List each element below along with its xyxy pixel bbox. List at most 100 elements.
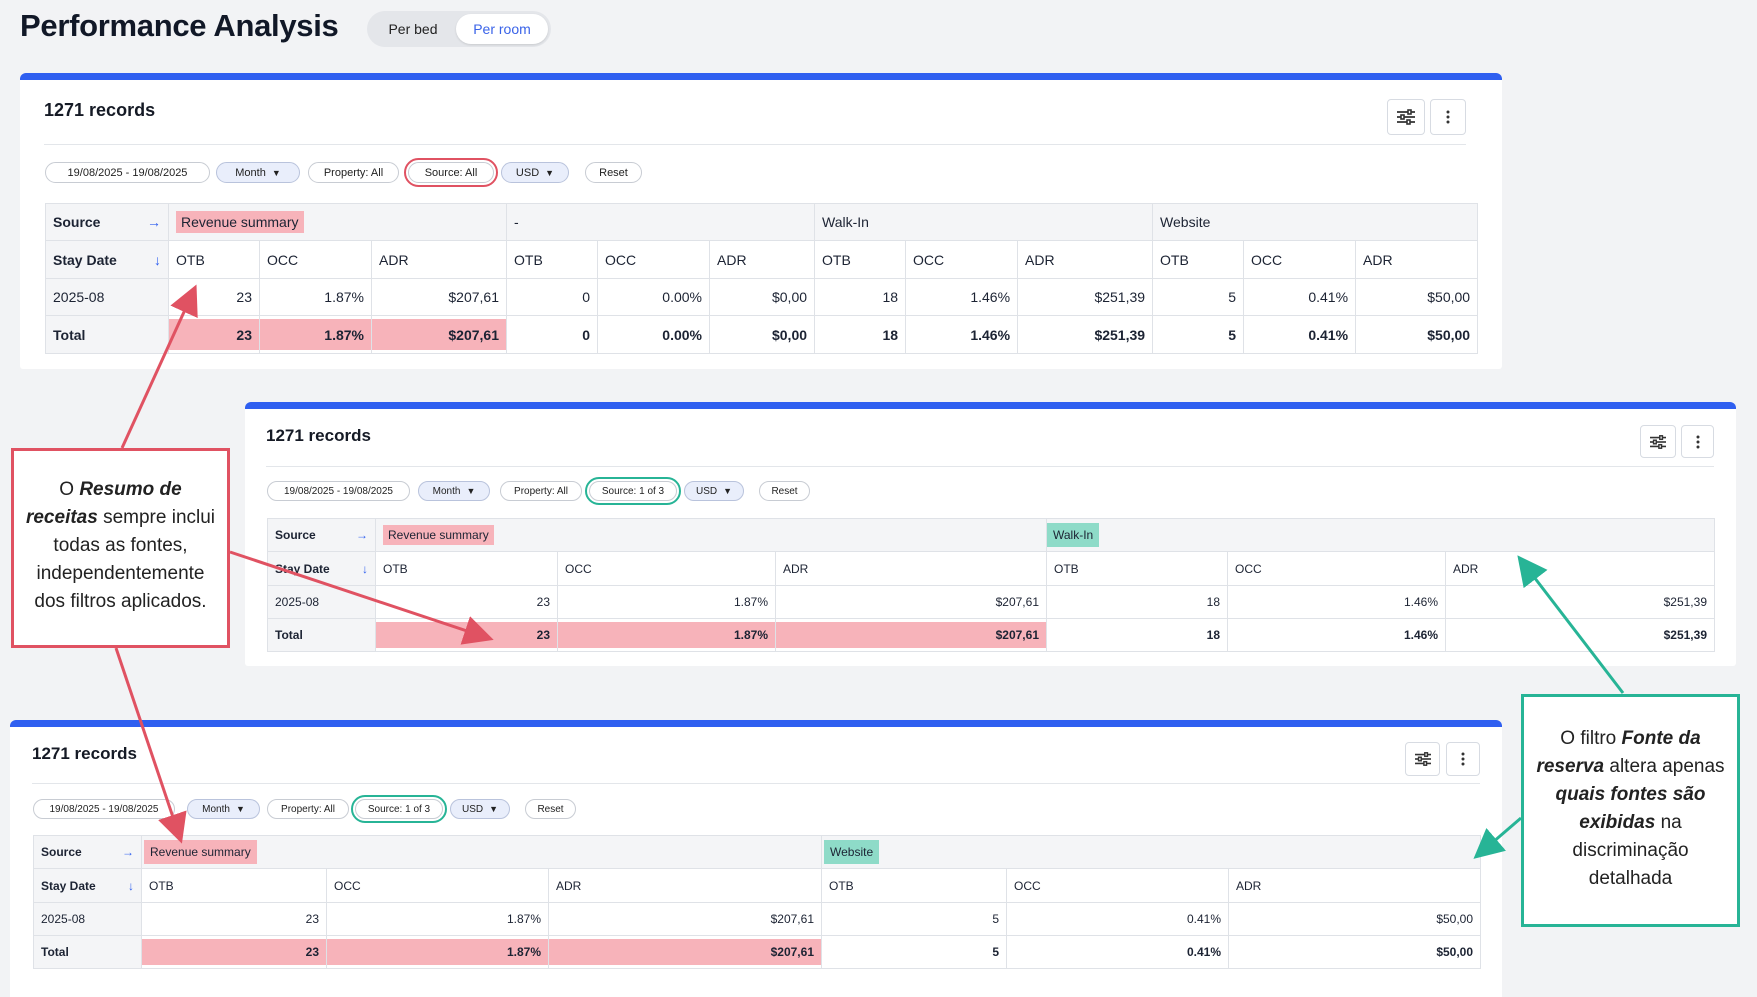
- group-source: Walk-In: [1046, 518, 1715, 552]
- divider: [32, 783, 1480, 784]
- metric-header: OTB: [375, 551, 558, 586]
- total-cell: 23: [141, 935, 327, 969]
- arrow-right-icon: →: [147, 214, 161, 230]
- more-options-button[interactable]: [1446, 742, 1480, 776]
- value-cell: 18: [814, 278, 907, 316]
- page-title: Performance Analysis: [20, 8, 339, 43]
- value-cell: 23: [375, 585, 558, 619]
- date-range-filter[interactable]: 19/08/2025 - 19/08/2025: [33, 799, 175, 819]
- currency-dropdown[interactable]: USD ▼: [501, 162, 569, 183]
- total-cell: 0.41%: [1006, 935, 1229, 969]
- period-dropdown[interactable]: Month ▼: [216, 162, 300, 183]
- property-filter[interactable]: Property: All: [267, 799, 349, 819]
- value-cell: 1.87%: [557, 585, 776, 619]
- value-cell: 1.46%: [905, 278, 1019, 316]
- more-options-button[interactable]: [1681, 425, 1714, 458]
- metric-header: ADR: [1445, 551, 1715, 586]
- metric-header: OCC: [1006, 868, 1229, 903]
- property-filter[interactable]: Property: All: [308, 162, 399, 183]
- source-filter[interactable]: Source: 1 of 3: [351, 795, 447, 823]
- period-dropdown[interactable]: Month ▼: [418, 481, 490, 501]
- value-cell: $207,61: [775, 585, 1047, 619]
- total-row: Total 23 1.87% $207,61 18 1.46% $251,39: [267, 618, 1715, 652]
- total-cell: $207,61: [371, 315, 507, 354]
- group-source: Website: [820, 835, 1482, 869]
- period-dropdown[interactable]: Month ▼: [187, 799, 260, 819]
- metric-header: OTB: [168, 240, 260, 279]
- property-filter[interactable]: Property: All: [500, 481, 582, 501]
- value-cell: $251,39: [1017, 278, 1154, 316]
- metric-header: ADR: [1355, 240, 1479, 279]
- total-row: Total 23 1.87% $207,61 5 0.41% $50,00: [33, 935, 1482, 969]
- stay-date-header[interactable]: Stay Date ↓: [33, 868, 142, 903]
- sliders-icon: [1397, 109, 1415, 125]
- table-settings-button[interactable]: [1387, 99, 1425, 135]
- metric-header: OCC: [597, 240, 710, 279]
- source-header: Source →: [33, 835, 142, 869]
- total-cell: $251,39: [1017, 315, 1154, 354]
- period-label: Month: [235, 166, 266, 179]
- metric-header: OTB: [814, 240, 907, 279]
- divider: [266, 466, 1714, 467]
- source-filter[interactable]: Source: 1 of 3: [585, 477, 681, 505]
- reset-button[interactable]: Reset: [585, 162, 642, 183]
- table-settings-button[interactable]: [1640, 425, 1676, 458]
- metric-header: OCC: [557, 551, 776, 586]
- records-count: 1271 records: [32, 744, 137, 763]
- metric-header: OTB: [141, 868, 327, 903]
- group-source: -: [505, 203, 816, 241]
- value-cell: 1.87%: [259, 278, 372, 316]
- value-cell: 0.00%: [597, 278, 710, 316]
- view-toggle[interactable]: Per bed Per room: [367, 11, 551, 47]
- chevron-down-icon: ▼: [235, 804, 245, 814]
- currency-dropdown[interactable]: USD ▼: [684, 481, 744, 501]
- total-cell: 0.00%: [597, 315, 710, 354]
- arrow-down-icon: ↓: [154, 251, 161, 268]
- currency-label: USD: [695, 485, 718, 497]
- reset-button[interactable]: Reset: [759, 481, 810, 501]
- value-cell: 1.87%: [326, 902, 549, 936]
- source-filter[interactable]: Source: All: [404, 158, 498, 187]
- performance-table: Source → Revenue summary Walk-In Stay Dat…: [267, 518, 1715, 652]
- value-cell: $50,00: [1355, 278, 1479, 316]
- date-range-filter[interactable]: 19/08/2025 - 19/08/2025: [45, 162, 210, 183]
- value-cell: 18: [1046, 585, 1228, 619]
- table-settings-button[interactable]: [1405, 742, 1440, 776]
- value-cell: 5: [821, 902, 1007, 936]
- total-label: Total: [267, 618, 376, 652]
- total-cell: $0,00: [708, 315, 816, 354]
- stay-date-header[interactable]: Stay Date ↓: [45, 240, 169, 279]
- total-cell: 1.87%: [326, 935, 549, 969]
- arrow-right-icon: →: [122, 845, 134, 859]
- metric-header: OCC: [905, 240, 1019, 279]
- group-revenue-summary: Revenue summary: [375, 518, 1047, 552]
- chevron-down-icon: ▼: [271, 167, 281, 178]
- arrow-right-icon: →: [356, 528, 368, 542]
- total-cell: 1.46%: [905, 315, 1019, 354]
- metric-header: OTB: [506, 240, 598, 279]
- stay-date-header[interactable]: Stay Date ↓: [267, 551, 376, 586]
- performance-table: Source → Revenue summary - Walk-In Websit…: [45, 203, 1479, 354]
- metric-header: OCC: [1227, 551, 1446, 586]
- currency-dropdown[interactable]: USD ▼: [450, 799, 510, 819]
- value-cell: $251,39: [1445, 585, 1715, 619]
- more-options-button[interactable]: [1430, 99, 1466, 135]
- arrow-down-icon: ↓: [362, 561, 368, 576]
- total-cell: 1.46%: [1227, 618, 1446, 652]
- reset-button[interactable]: Reset: [525, 799, 576, 819]
- divider: [44, 144, 1466, 145]
- value-cell: 0: [506, 278, 598, 316]
- kebab-menu-icon: [1446, 110, 1450, 124]
- metric-header: ADR: [1227, 868, 1482, 903]
- value-cell: $0,00: [708, 278, 816, 316]
- date-range-filter[interactable]: 19/08/2025 - 19/08/2025: [267, 481, 410, 501]
- total-cell: 0: [506, 315, 598, 354]
- sliders-icon: [1650, 434, 1666, 449]
- source-header: Source →: [267, 518, 376, 552]
- total-cell: $207,61: [775, 618, 1047, 652]
- toggle-per-room[interactable]: Per room: [456, 14, 548, 44]
- total-label: Total: [33, 935, 142, 969]
- toggle-per-bed[interactable]: Per bed: [388, 21, 438, 37]
- currency-label: USD: [461, 803, 484, 815]
- value-cell: $207,61: [548, 902, 822, 936]
